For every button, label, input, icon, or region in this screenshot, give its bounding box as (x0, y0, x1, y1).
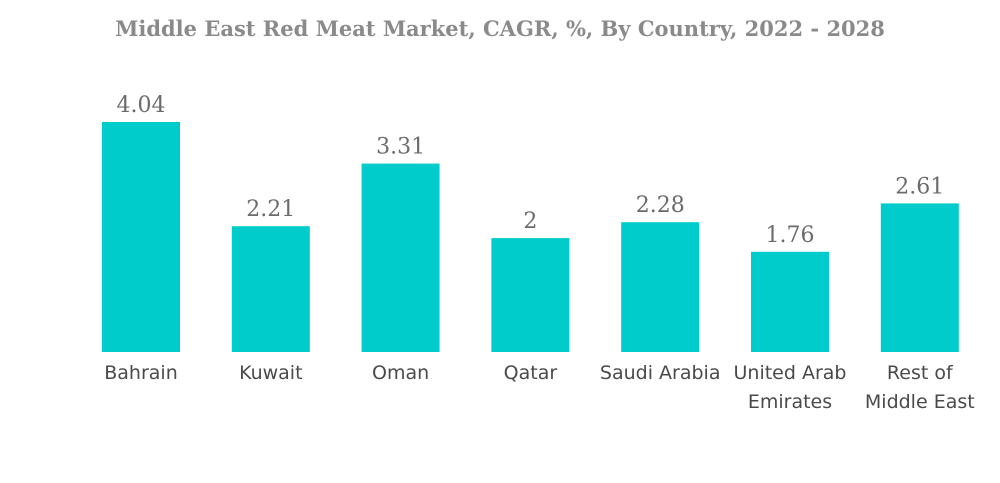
x-tick-label: United Arab (734, 362, 847, 384)
bar (880, 203, 959, 352)
bar (491, 238, 570, 352)
x-tick-label: Bahrain (104, 362, 178, 384)
bar (231, 226, 310, 352)
data-label: 2.21 (246, 197, 295, 222)
data-label: 3.31 (376, 135, 425, 160)
x-tick-label: Qatar (504, 362, 558, 384)
bar (621, 222, 700, 352)
x-tick-label: Middle East (865, 391, 975, 413)
x-tick-label: Oman (372, 362, 429, 384)
data-label: 2.61 (895, 174, 944, 199)
data-label: 2 (523, 209, 537, 234)
x-tick-label: Saudi Arabia (600, 362, 721, 384)
x-tick-label: Rest of (887, 362, 954, 384)
x-tick-label: Emirates (748, 391, 832, 413)
chart-title: Middle East Red Meat Market, CAGR, %, By… (115, 16, 885, 41)
data-label: 2.28 (636, 193, 685, 218)
data-label: 1.76 (766, 223, 815, 248)
bar (361, 163, 440, 352)
bar (751, 251, 829, 352)
bar (102, 122, 180, 352)
x-tick-label: Kuwait (239, 362, 302, 384)
data-label: 4.04 (117, 93, 166, 118)
